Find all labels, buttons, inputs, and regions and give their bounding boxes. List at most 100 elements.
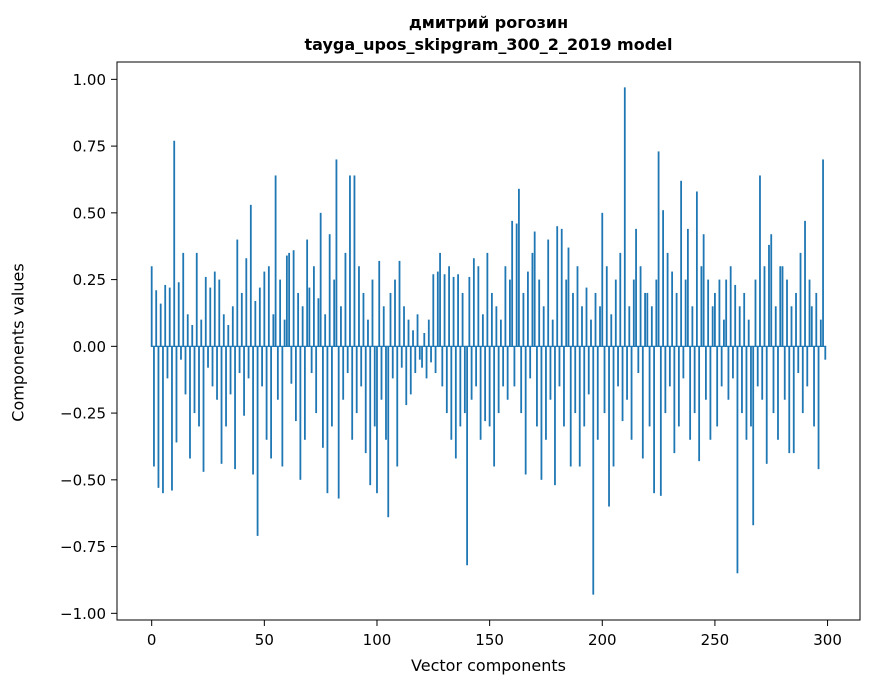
- bar: [689, 346, 692, 440]
- bar: [795, 292, 797, 347]
- bar: [189, 346, 191, 459]
- bar: [418, 346, 421, 360]
- bar: [371, 279, 374, 347]
- x-tick-label: 100: [363, 631, 392, 649]
- bar: [763, 266, 766, 347]
- bar: [412, 330, 414, 347]
- bar: [723, 319, 725, 347]
- bar: [303, 346, 306, 440]
- bar: [556, 226, 559, 347]
- bar: [407, 319, 410, 347]
- bar: [759, 175, 761, 347]
- bar: [490, 292, 493, 347]
- x-tick-label: 300: [813, 631, 842, 649]
- bar: [772, 346, 775, 414]
- bar: [574, 346, 577, 414]
- bar: [337, 346, 340, 499]
- bar: [783, 346, 786, 400]
- bar: [754, 279, 757, 347]
- bar: [238, 346, 241, 374]
- bar: [319, 212, 322, 347]
- bar: [686, 228, 689, 347]
- bar: [342, 346, 345, 400]
- bar: [637, 346, 640, 374]
- bar: [398, 260, 401, 347]
- bar: [299, 346, 302, 480]
- bar: [635, 228, 637, 347]
- bar: [673, 346, 676, 454]
- bar: [279, 279, 282, 347]
- bar: [184, 346, 187, 395]
- bar: [554, 346, 556, 486]
- bar: [369, 346, 372, 486]
- bar: [283, 319, 286, 347]
- y-tick-label: 1.00: [73, 71, 106, 89]
- bar: [265, 346, 268, 440]
- bar: [761, 346, 764, 400]
- bar: [153, 346, 155, 467]
- y-tick-label: −1.00: [60, 605, 106, 623]
- bar: [770, 234, 773, 347]
- bar: [680, 180, 683, 347]
- x-tick-label: 50: [255, 631, 274, 649]
- bar: [648, 346, 651, 427]
- bar: [285, 255, 288, 347]
- bar: [605, 266, 608, 347]
- bar: [801, 346, 804, 414]
- bar: [668, 346, 671, 387]
- bar: [612, 346, 615, 467]
- bar: [549, 346, 552, 400]
- bar: [522, 292, 525, 347]
- bar: [511, 220, 514, 347]
- bar: [524, 346, 527, 475]
- bar: [641, 346, 644, 459]
- bar: [403, 306, 405, 347]
- bar: [340, 306, 342, 347]
- bar: [527, 271, 529, 347]
- bar: [209, 287, 212, 347]
- bar: [479, 346, 482, 440]
- bar: [768, 244, 770, 347]
- bar: [162, 346, 164, 494]
- y-tick-label: 0.75: [73, 138, 106, 156]
- bar: [276, 346, 279, 400]
- bar: [596, 346, 599, 440]
- bar: [261, 346, 263, 387]
- bar: [220, 346, 223, 464]
- bar: [416, 314, 419, 347]
- bar: [331, 346, 333, 427]
- bar: [468, 276, 471, 347]
- bar: [614, 279, 617, 347]
- bar: [583, 346, 586, 427]
- bar: [720, 346, 723, 387]
- bar: [707, 279, 710, 347]
- bar: [207, 346, 209, 368]
- bar: [644, 292, 646, 347]
- bar: [436, 271, 439, 347]
- bar: [378, 260, 381, 347]
- bar: [630, 346, 633, 440]
- bar: [423, 332, 426, 347]
- bar: [824, 346, 827, 360]
- bar: [587, 346, 590, 395]
- chart-title-line2: tayga_upos_skipgram_300_2_2019 model: [304, 34, 673, 54]
- bar: [245, 258, 248, 347]
- bar: [617, 346, 619, 387]
- bar: [457, 274, 459, 347]
- bar: [432, 274, 435, 347]
- bar: [294, 346, 297, 422]
- bar: [659, 346, 662, 496]
- bar: [360, 346, 363, 387]
- bar: [373, 346, 376, 427]
- bar: [466, 346, 468, 566]
- x-tick-label: 0: [147, 631, 157, 649]
- bar: [576, 266, 579, 347]
- bar: [594, 292, 597, 347]
- bar: [601, 212, 604, 347]
- bar: [216, 346, 218, 400]
- bar: [155, 290, 158, 347]
- bar: [545, 346, 547, 440]
- bar: [603, 346, 606, 414]
- bar: [211, 346, 214, 387]
- bar: [608, 346, 610, 507]
